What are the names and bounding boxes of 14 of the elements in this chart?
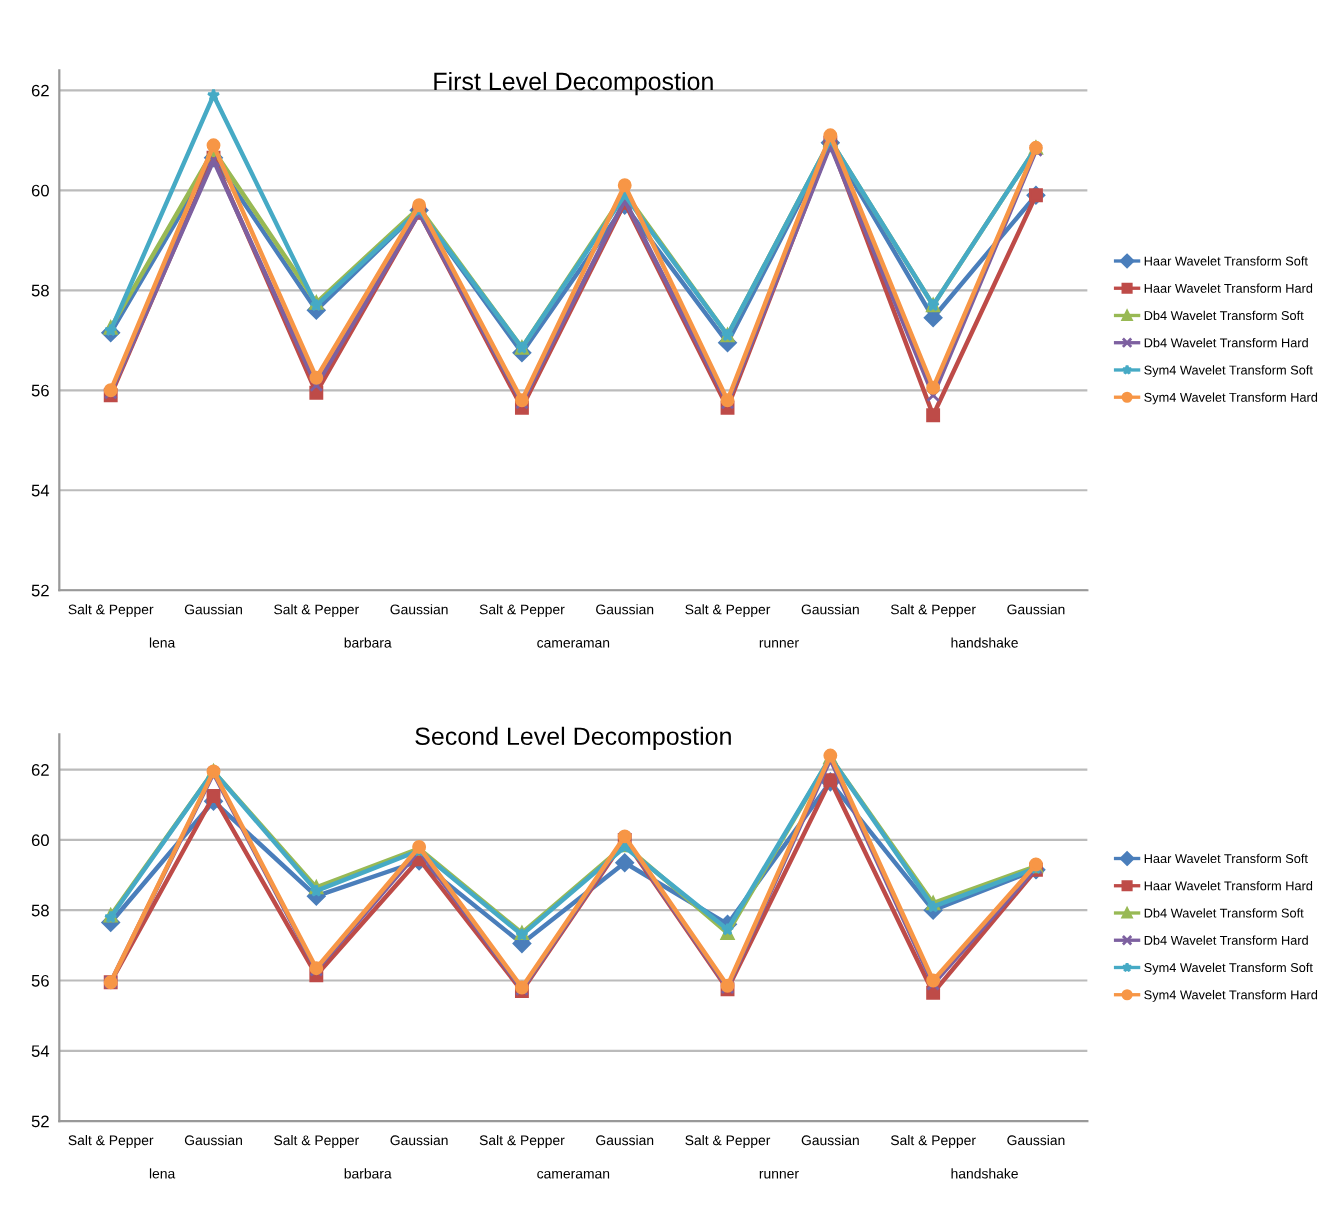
y-tick-label: 58 xyxy=(31,284,49,297)
y-tick-label: 60 xyxy=(31,834,49,847)
y-tick-label: 54 xyxy=(31,1045,50,1058)
y-tick-label: 60 xyxy=(31,184,49,197)
y-tick-label: 52 xyxy=(31,584,49,597)
y-tick-label: 58 xyxy=(31,904,49,917)
y-tick-label: 54 xyxy=(31,484,50,497)
y-tick-label: 62 xyxy=(31,84,49,97)
y-tick-label: 56 xyxy=(31,384,49,397)
y-tick-label: 62 xyxy=(31,764,49,776)
chart-title: Second Level Decompostion xyxy=(415,726,731,751)
y-tick-label: 56 xyxy=(31,974,49,987)
y-tick-label: 52 xyxy=(31,1115,49,1128)
chart-title: First Level Decompostion xyxy=(434,71,713,96)
